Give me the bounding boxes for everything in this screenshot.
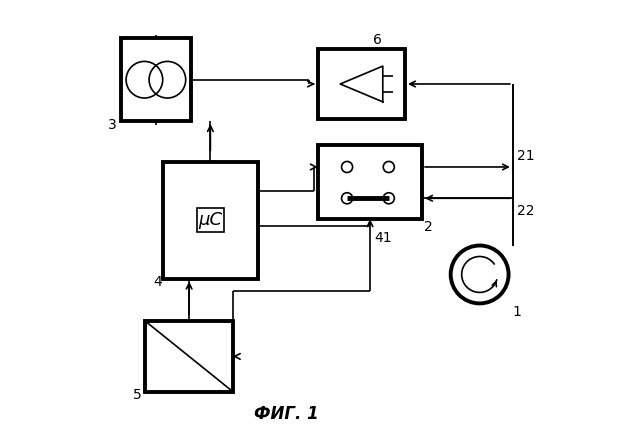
Text: 21: 21	[517, 149, 534, 163]
Polygon shape	[340, 66, 383, 102]
Text: μC: μC	[198, 211, 223, 229]
Bar	[318, 49, 405, 119]
Bar	[145, 321, 233, 391]
Text: 2: 2	[424, 220, 433, 234]
Bar	[318, 145, 422, 219]
Text: 41: 41	[374, 231, 392, 245]
Bar	[196, 208, 224, 232]
Text: 6: 6	[373, 33, 382, 47]
Bar	[121, 38, 191, 121]
Text: 5: 5	[133, 388, 142, 402]
Text: ФИГ. 1: ФИГ. 1	[253, 404, 318, 423]
Text: 1: 1	[513, 305, 522, 319]
Text: 4: 4	[153, 275, 162, 289]
Bar	[163, 161, 259, 279]
Text: 22: 22	[517, 204, 534, 218]
Text: 3: 3	[108, 118, 116, 132]
